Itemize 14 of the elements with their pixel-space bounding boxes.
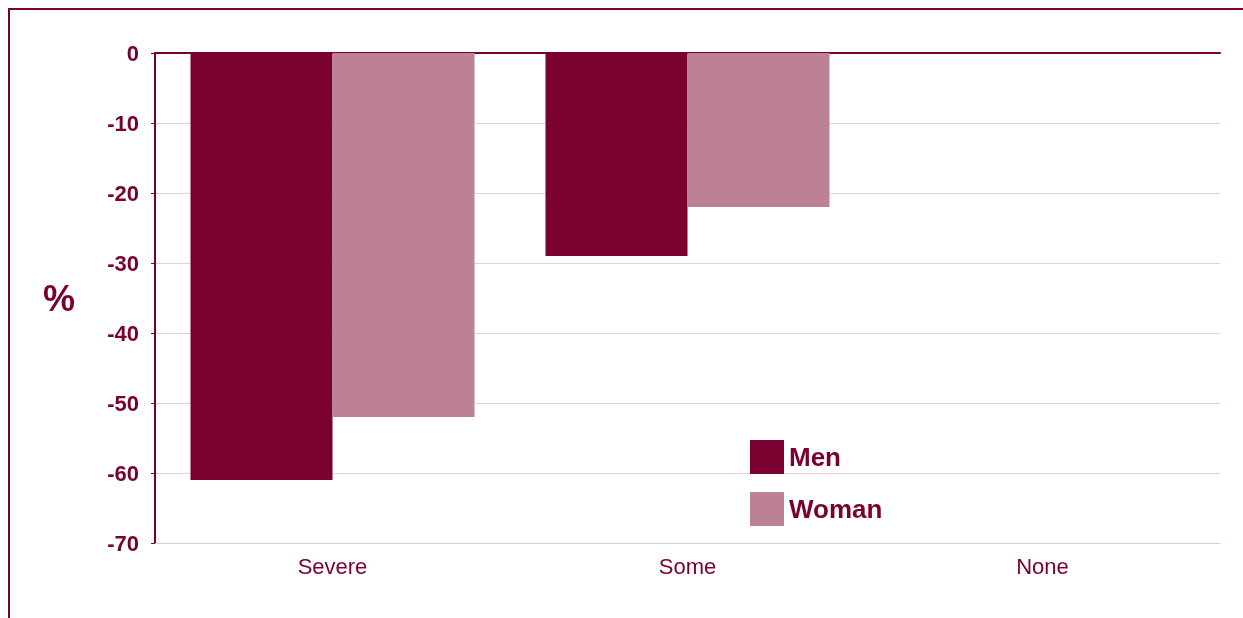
legend-label: Woman [789,494,883,524]
x-tick-label: Severe [297,553,368,579]
y-tick-label: -70 [107,530,139,556]
y-tick-label: -20 [107,180,139,206]
y-tick-label: -40 [107,320,139,346]
y-tick-label: -30 [107,250,139,276]
y-tick-label: -60 [107,460,139,486]
y-axis-title: % [42,277,75,319]
legend-label: Men [789,442,841,472]
y-tick-label: -10 [107,110,139,136]
x-tick-label: Some [658,553,717,579]
x-tick-label: None [1016,553,1069,579]
y-tick-label: -50 [107,390,139,416]
y-tick-label: 0 [126,40,139,66]
